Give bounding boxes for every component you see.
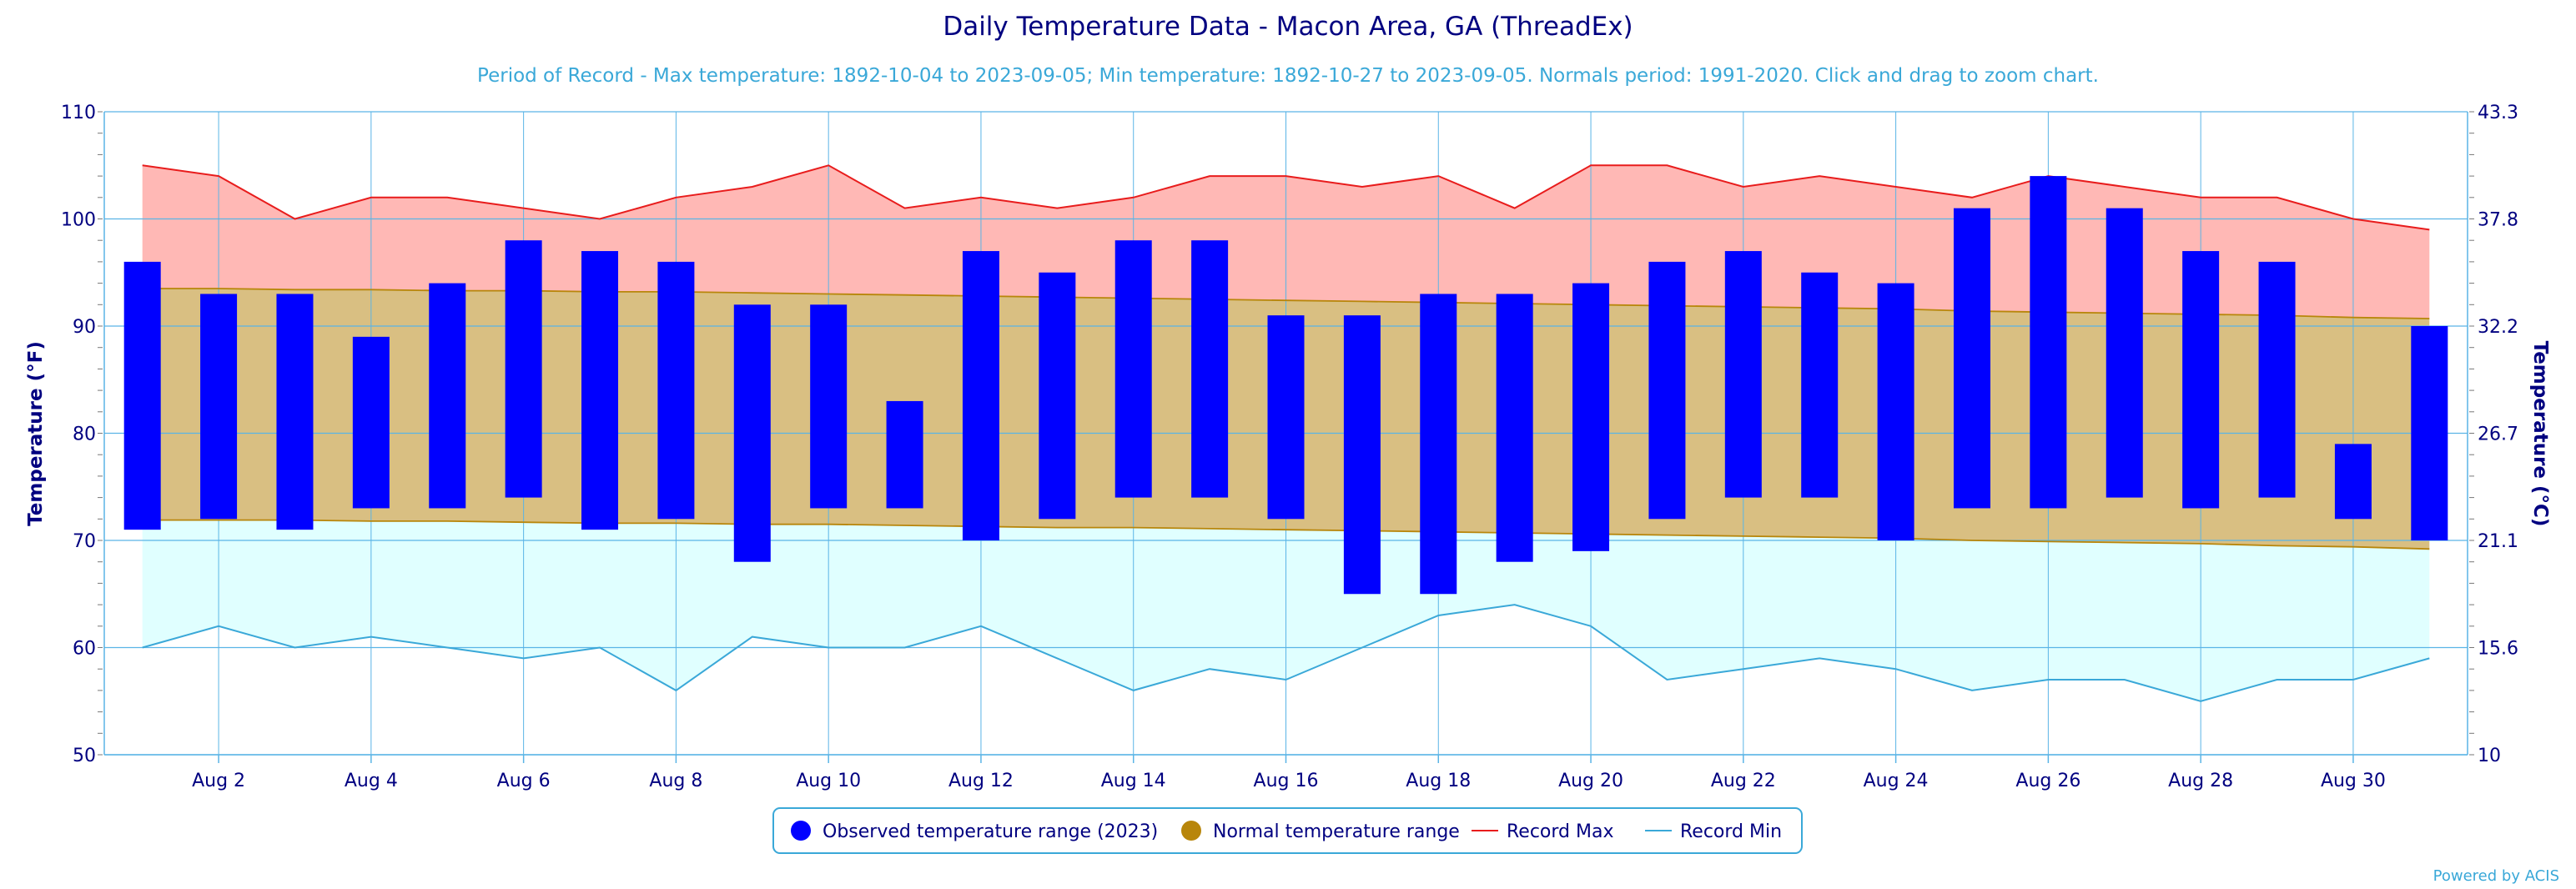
x-tick-label: Aug 26: [2015, 771, 2080, 791]
legend-label: Normal temperature range: [1213, 821, 1460, 842]
axes: 50 60 70 80 90 100 110 10 15.6 21.1 26.7 32.2 37.8 43…: [61, 103, 2518, 791]
legend-label: Observed temperature range (2023): [823, 821, 1158, 842]
y-axis-title-left: Temperature (°F): [25, 341, 47, 526]
y-tick-label-right: 43.3: [2478, 103, 2518, 123]
y-tick-label-left: 50: [73, 746, 96, 766]
observed-bar[interactable]: [2334, 444, 2372, 520]
legend-marker: [791, 821, 811, 841]
observed-bar[interactable]: [1343, 315, 1381, 595]
observed-bar[interactable]: [1572, 283, 1610, 551]
observed-bar[interactable]: [505, 240, 542, 498]
x-tick-label: Aug 8: [649, 771, 702, 791]
x-tick-label: Aug 6: [497, 771, 551, 791]
observed-bar[interactable]: [276, 294, 314, 530]
observed-bar[interactable]: [200, 294, 238, 520]
y-tick-label-left: 110: [61, 103, 96, 123]
observed-bar[interactable]: [1114, 240, 1152, 498]
observed-bar[interactable]: [1039, 272, 1076, 520]
observed-bar[interactable]: [1801, 272, 1839, 498]
observed-bar[interactable]: [2182, 251, 2220, 509]
record-min-line: [142, 604, 2430, 702]
observed-bar[interactable]: [1648, 261, 1686, 520]
x-tick-label: Aug 22: [1711, 771, 1776, 791]
y-tick-label-right: 32.2: [2478, 317, 2518, 338]
normal-low-line: [142, 519, 2430, 550]
y-tick-label-left: 80: [73, 424, 96, 445]
x-tick-label: Aug 14: [1101, 771, 1166, 791]
observed-bar[interactable]: [352, 336, 390, 509]
legend-label: Record Min: [1680, 821, 1782, 842]
chart-title: Daily Temperature Data - Macon Area, GA …: [943, 12, 1633, 42]
observed-bar[interactable]: [1420, 294, 1457, 595]
x-tick-label: Aug 28: [2168, 771, 2233, 791]
observed-bar[interactable]: [1191, 240, 1229, 498]
observed-bar[interactable]: [581, 251, 619, 530]
y-tick-label-right: 15.6: [2478, 639, 2518, 660]
legend-box: [772, 807, 1803, 854]
y-tick-label-left: 70: [73, 531, 96, 552]
legend: Observed temperature range (2023) Normal …: [772, 807, 1803, 854]
plot-area[interactable]: [104, 111, 2468, 756]
y-tick-label-right: 26.7: [2478, 424, 2518, 445]
legend-marker: [1181, 821, 1201, 841]
observed-bar[interactable]: [2411, 326, 2448, 540]
observed-bar[interactable]: [1724, 251, 1762, 498]
observed-bar[interactable]: [123, 261, 161, 530]
x-tick-label: Aug 10: [796, 771, 861, 791]
x-tick-label: Aug 30: [2321, 771, 2386, 791]
y-tick-label-right: 37.8: [2478, 210, 2518, 231]
x-tick-label: Aug 4: [345, 771, 398, 791]
x-tick-label: Aug 20: [1558, 771, 1623, 791]
x-tick-label: Aug 12: [948, 771, 1014, 791]
observed-bar[interactable]: [2030, 176, 2067, 509]
observed-bar[interactable]: [810, 304, 848, 509]
legend-item-observed[interactable]: Observed temperature range (2023): [791, 821, 1158, 842]
observed-bar[interactable]: [1877, 283, 1914, 540]
y-tick-label-left: 90: [73, 317, 96, 338]
y-axis-title-right: Temperature (°C): [2529, 341, 2551, 527]
observed-bar[interactable]: [733, 304, 771, 562]
x-tick-label: Aug 24: [1864, 771, 1929, 791]
observed-bar[interactable]: [2258, 261, 2296, 498]
y-tick-label-right: 21.1: [2478, 531, 2518, 552]
y-tick-label-right: 10: [2478, 746, 2501, 766]
observed-bar[interactable]: [429, 283, 466, 509]
observed-bar[interactable]: [886, 400, 923, 509]
credit-text[interactable]: Powered by ACIS: [2433, 867, 2559, 885]
observed-bar[interactable]: [1267, 315, 1305, 520]
legend-label: Record Max: [1507, 821, 1614, 842]
x-tick-label: Aug 2: [192, 771, 245, 791]
observed-bar[interactable]: [2106, 208, 2143, 498]
x-tick-label: Aug 16: [1254, 771, 1319, 791]
observed-bar[interactable]: [1496, 294, 1533, 562]
y-tick-label-left: 100: [61, 210, 96, 231]
legend-item-record-min[interactable]: Record Min: [1645, 821, 1782, 842]
legend-item-normal[interactable]: Normal temperature range: [1181, 821, 1460, 842]
x-tick-label: Aug 18: [1406, 771, 1471, 791]
observed-bar[interactable]: [1953, 208, 1990, 509]
legend-item-record-max[interactable]: Record Max: [1472, 821, 1614, 842]
chart-subtitle: Period of Record - Max temperature: 1892…: [477, 65, 2099, 87]
observed-bar[interactable]: [657, 261, 695, 520]
y-tick-label-left: 60: [73, 639, 96, 660]
observed-bar[interactable]: [962, 251, 999, 540]
